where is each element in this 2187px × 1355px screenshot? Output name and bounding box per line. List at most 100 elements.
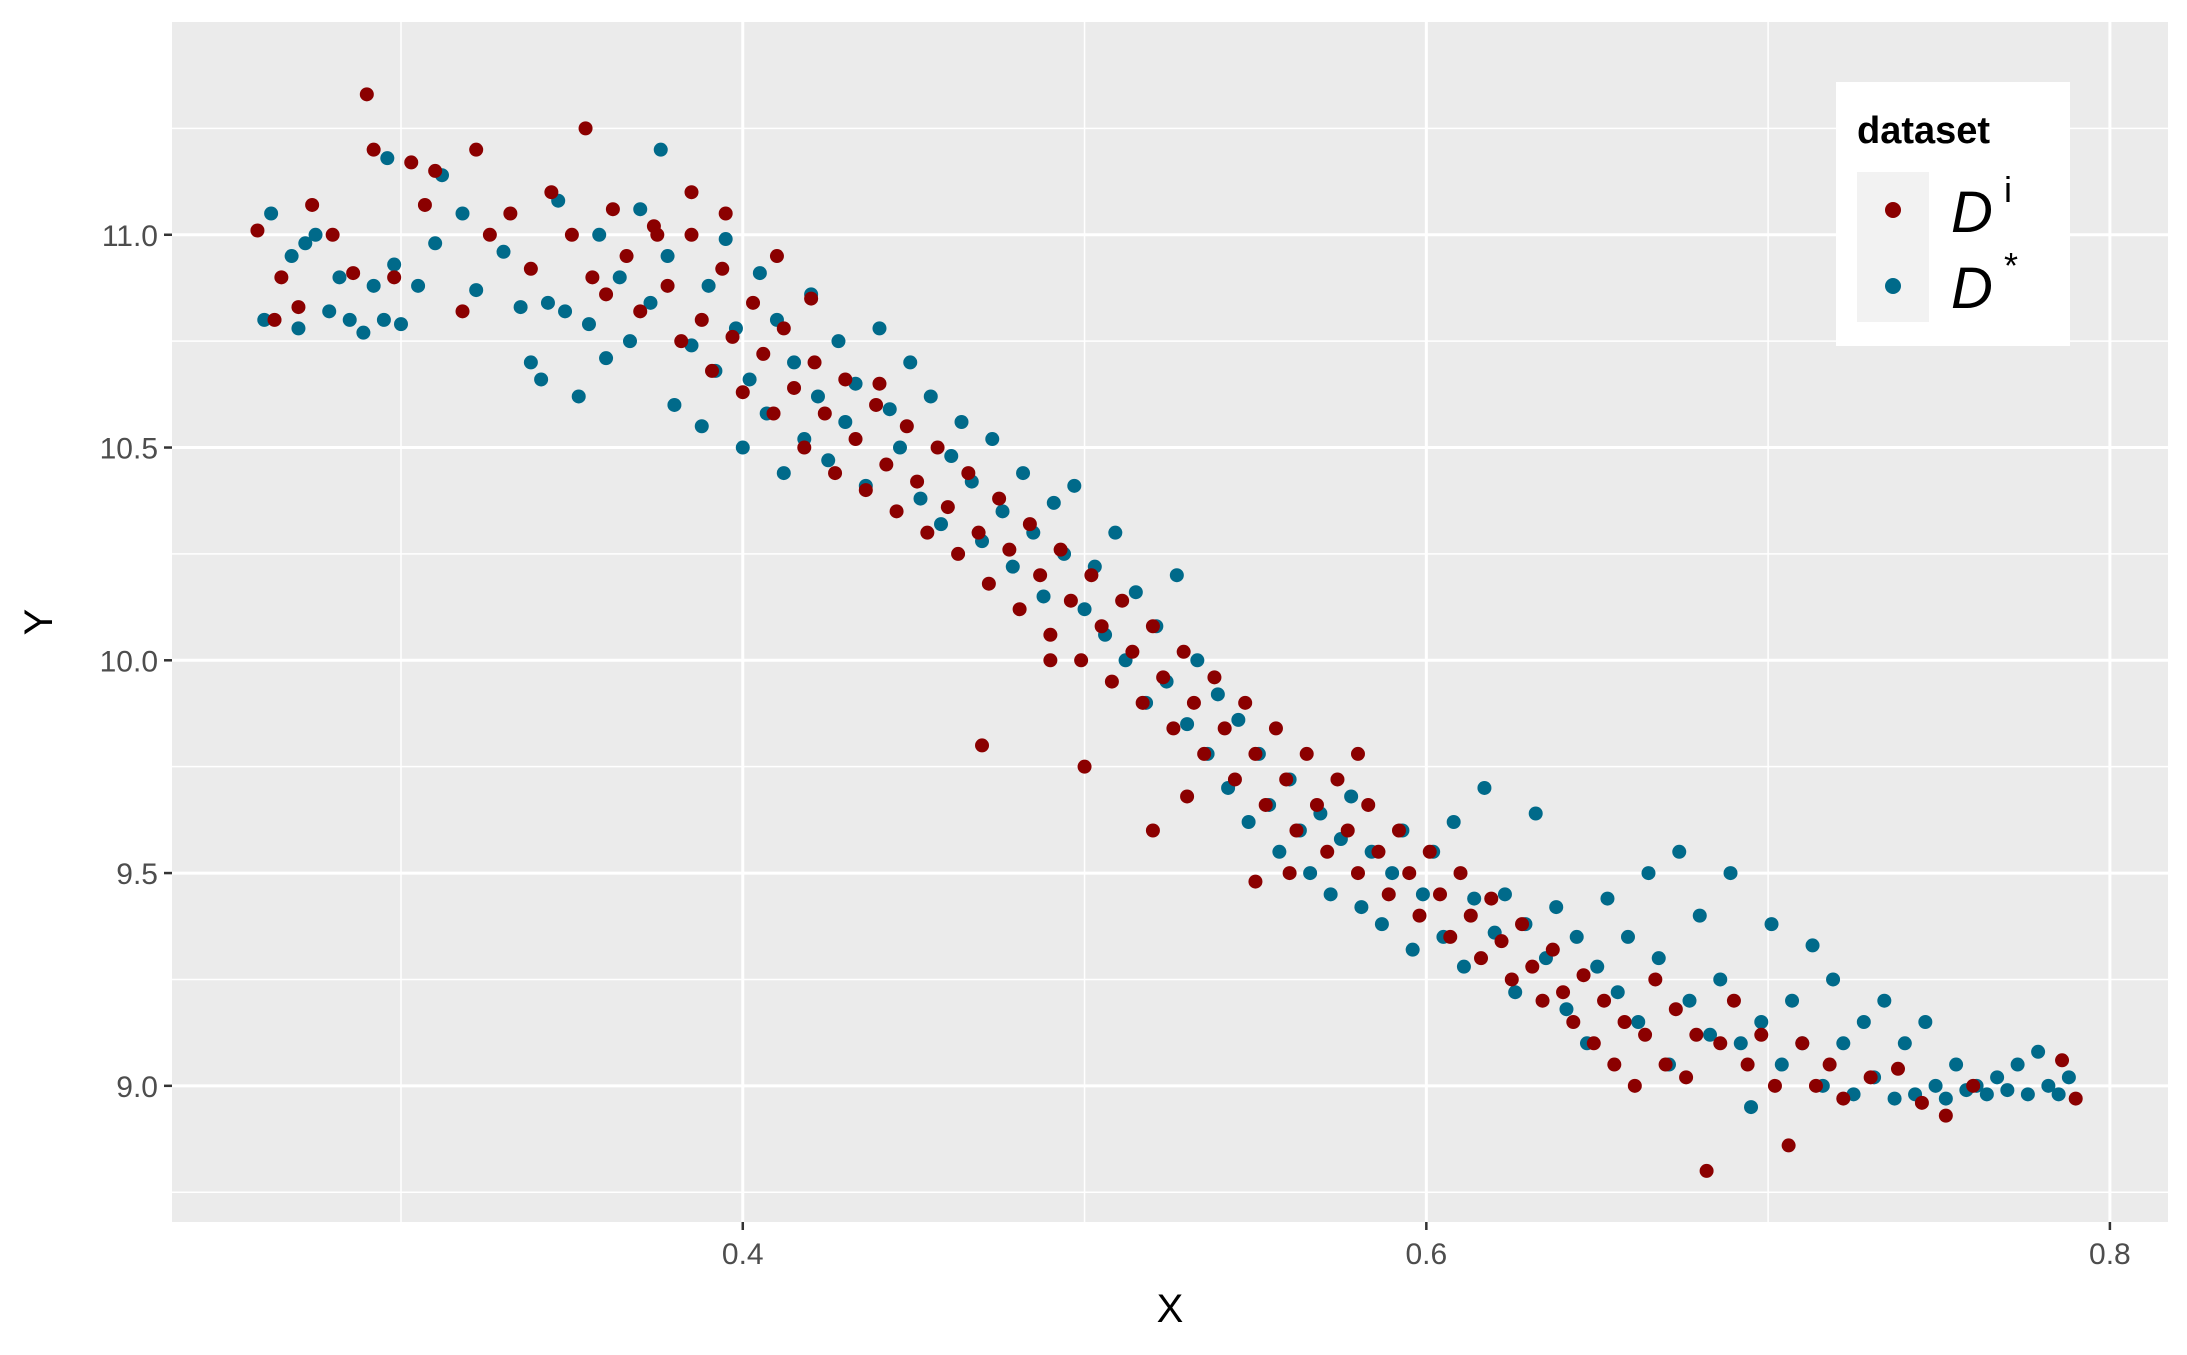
data-point xyxy=(684,227,699,242)
data-point xyxy=(807,355,822,370)
data-point xyxy=(1207,670,1222,685)
data-point xyxy=(428,236,443,251)
data-point xyxy=(1610,985,1625,1000)
data-point xyxy=(523,261,538,276)
data-point xyxy=(612,270,627,285)
data-point xyxy=(599,287,614,302)
data-point xyxy=(1156,670,1171,685)
data-point xyxy=(455,206,470,221)
data-point xyxy=(1658,1057,1673,1072)
data-point xyxy=(746,295,761,310)
data-point xyxy=(1494,934,1509,949)
data-point xyxy=(742,372,757,387)
data-point xyxy=(769,249,784,264)
data-point xyxy=(496,244,511,259)
data-point xyxy=(821,453,836,468)
data-point xyxy=(1484,891,1499,906)
data-point xyxy=(1145,823,1160,838)
x-axis-ticks: 0.4 0.6 0.8 xyxy=(722,1222,2131,1271)
data-point xyxy=(534,372,549,387)
data-point xyxy=(971,525,986,540)
data-point xyxy=(981,576,996,591)
data-point xyxy=(1227,772,1242,787)
data-point xyxy=(1549,900,1564,915)
data-point xyxy=(1569,929,1584,944)
data-point xyxy=(1303,866,1318,881)
x-tick-label: 0.8 xyxy=(2089,1238,2131,1271)
data-point xyxy=(1808,1078,1823,1093)
data-point xyxy=(1016,466,1031,481)
data-point xyxy=(1754,1027,1769,1042)
data-point xyxy=(1914,1095,1929,1110)
data-point xyxy=(404,155,419,170)
data-point xyxy=(797,440,812,455)
data-point xyxy=(1938,1108,1953,1123)
data-point xyxy=(1897,1036,1912,1051)
data-point xyxy=(643,295,658,310)
data-point xyxy=(1463,908,1478,923)
data-point xyxy=(1836,1091,1851,1106)
data-point xyxy=(848,432,863,447)
data-point xyxy=(1525,959,1540,974)
series-di xyxy=(250,87,2083,1178)
data-point xyxy=(674,334,689,349)
data-point xyxy=(1586,1036,1601,1051)
data-point xyxy=(1169,568,1184,583)
legend-key xyxy=(1885,202,1901,218)
data-point xyxy=(1033,568,1048,583)
data-point xyxy=(1046,495,1061,510)
data-point xyxy=(1012,602,1027,617)
data-point xyxy=(1309,797,1324,812)
data-point xyxy=(752,266,767,281)
y-axis-title: Y xyxy=(17,609,61,636)
data-point xyxy=(1515,917,1530,932)
data-point xyxy=(1504,972,1519,987)
data-point xyxy=(1077,759,1092,774)
data-point xyxy=(1053,542,1068,557)
data-point xyxy=(1104,674,1119,689)
data-point xyxy=(1559,1002,1574,1017)
data-point xyxy=(322,304,337,319)
data-point xyxy=(1036,589,1051,604)
data-point xyxy=(872,321,887,336)
data-point xyxy=(1723,866,1738,881)
data-point xyxy=(599,351,614,366)
y-tick-label: 11.0 xyxy=(102,220,158,253)
data-point xyxy=(776,321,791,336)
data-point xyxy=(1631,1015,1646,1029)
data-point xyxy=(633,304,648,319)
data-point xyxy=(1067,478,1082,493)
data-point xyxy=(387,270,402,285)
data-point xyxy=(366,278,381,293)
data-point xyxy=(1590,959,1605,974)
data-point xyxy=(869,397,884,412)
data-point xyxy=(1002,542,1017,557)
data-point xyxy=(250,223,265,238)
data-point xyxy=(308,227,323,242)
data-point xyxy=(503,206,518,221)
data-point xyxy=(1268,721,1283,736)
data-point xyxy=(523,355,538,370)
data-point xyxy=(305,197,320,212)
data-point xyxy=(1774,1057,1789,1072)
data-point xyxy=(1043,653,1058,668)
data-point xyxy=(718,232,733,247)
y-tick-label: 9.0 xyxy=(116,1071,158,1104)
data-point xyxy=(1453,866,1468,881)
data-point xyxy=(376,312,391,327)
data-point xyxy=(1248,746,1263,761)
data-point xyxy=(954,415,969,429)
data-point xyxy=(1795,1036,1810,1051)
data-point xyxy=(1330,772,1345,787)
data-point xyxy=(1258,797,1273,812)
data-point xyxy=(1231,712,1246,727)
data-point xyxy=(1617,1015,1632,1029)
data-point xyxy=(1077,602,1092,617)
data-point xyxy=(578,121,593,136)
data-point xyxy=(1966,1078,1981,1093)
data-point xyxy=(1620,929,1635,944)
data-point xyxy=(1836,1036,1851,1051)
